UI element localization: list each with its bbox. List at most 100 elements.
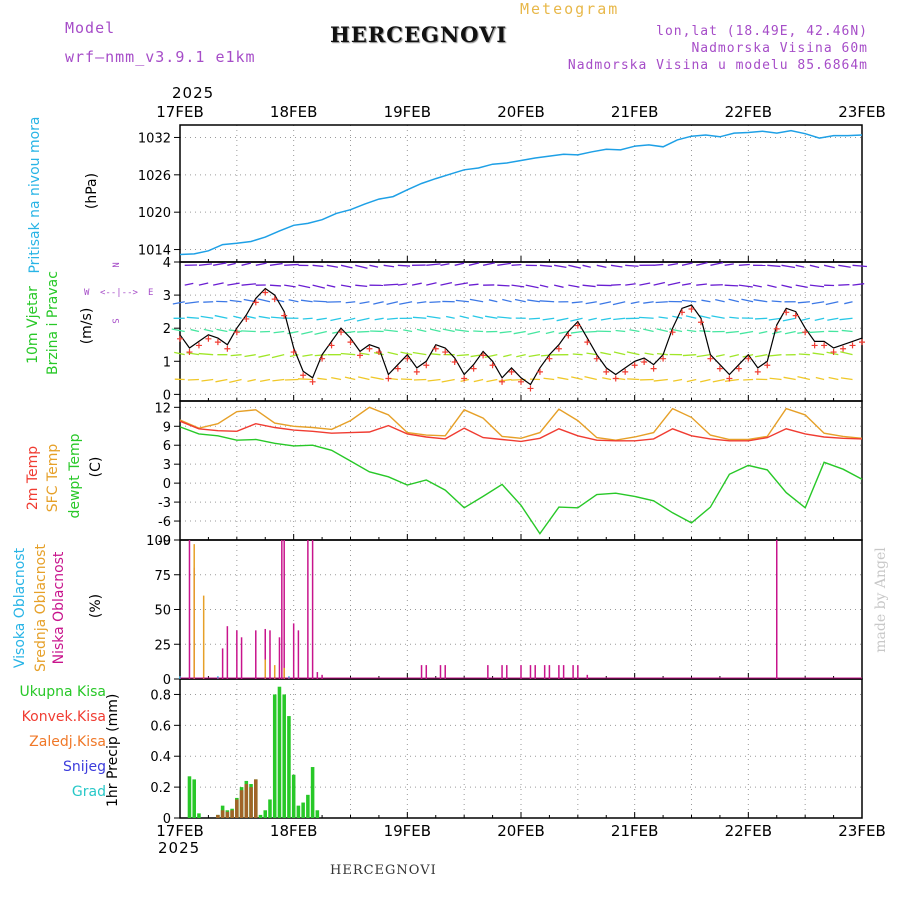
y-tick-label: 1032 — [138, 131, 171, 146]
wind-arrow — [488, 299, 498, 303]
x-tick-label-top: 22FEB — [725, 103, 772, 121]
y-tick-label: 25 — [154, 638, 171, 653]
wind-arrow — [568, 264, 581, 269]
wind-gust-marker — [470, 365, 477, 372]
wind-arrow — [198, 263, 213, 266]
wind-gust-marker — [622, 368, 629, 375]
wind-arrow — [284, 263, 299, 266]
wind-arrow — [643, 328, 654, 333]
wind-arrow — [497, 316, 512, 319]
wind-arrow — [852, 264, 867, 268]
year-top: 2025 — [172, 84, 215, 102]
wind-arrow — [801, 317, 811, 321]
y-tick-label: 2 — [163, 322, 171, 337]
wind-arrow — [400, 351, 413, 356]
panel-0: 1014 1020 1026 1032 — [138, 124, 863, 263]
wind-arrow — [473, 378, 484, 383]
wind-gust-marker — [233, 329, 240, 336]
x-tick-label-top: 19FEB — [384, 103, 431, 121]
wind-arrow — [230, 354, 242, 357]
footer-title: HERCEGNOVI — [330, 863, 437, 878]
y-tick-label: 3 — [163, 289, 171, 304]
wind-arrow — [767, 284, 777, 288]
wind-arrow — [314, 330, 327, 336]
wind-gust-marker — [669, 329, 676, 336]
wind-arrow — [667, 281, 681, 286]
wind-arrow — [638, 316, 654, 319]
wind-gust-marker — [735, 365, 742, 372]
wind-arrow — [201, 378, 214, 382]
wind-gust-marker — [489, 362, 496, 369]
wind-arrow — [825, 301, 839, 306]
wind-arrow — [227, 262, 236, 266]
wind-arrow — [852, 283, 865, 286]
wind-gust-marker — [641, 358, 648, 365]
wind-arrow — [725, 330, 739, 334]
wind-arrow — [753, 299, 768, 303]
wind-arrow — [627, 378, 640, 381]
wind-gust-marker — [195, 342, 202, 349]
y-tick-label: 1026 — [138, 169, 171, 184]
wind-arrow — [613, 351, 626, 356]
wind-gust-marker — [413, 368, 420, 375]
wind-arrow — [300, 299, 313, 303]
wind-arrow — [610, 264, 623, 268]
wind-arrow — [771, 300, 782, 303]
convective-rain-bar — [244, 784, 249, 818]
wind-arrow — [360, 352, 370, 356]
wind-arrow — [397, 264, 411, 267]
model-elevation-label: Nadmorska Visina u modelu 85.6864m — [567, 58, 868, 73]
wind-arrow — [373, 301, 384, 305]
temp-sfc-line — [179, 406, 863, 441]
x-tick-label-bottom: 23FEB — [838, 822, 885, 840]
wind-arrow — [397, 283, 408, 286]
wind-arrow — [738, 284, 753, 288]
wind-arrow — [583, 330, 597, 333]
y-tick-label: -9 — [158, 534, 171, 549]
wind-gust-marker — [546, 355, 553, 362]
wind-arrow — [600, 317, 612, 321]
wind-arrow — [472, 315, 484, 319]
wind-arrow — [369, 264, 379, 268]
wind-arrow — [455, 299, 469, 303]
wind-arrow — [585, 301, 597, 305]
wind-arrow — [724, 378, 739, 382]
wind-arrow — [271, 354, 285, 359]
wind-arrow — [186, 352, 200, 356]
wind-arrow — [781, 284, 792, 289]
wind-arrow — [511, 284, 525, 288]
wind-arrow — [743, 378, 754, 381]
wind-gust-marker — [830, 349, 837, 356]
wind-arrow — [557, 376, 569, 381]
wind-arrow — [772, 330, 782, 335]
wind-gust-marker — [593, 355, 600, 362]
wind-arrow — [503, 354, 512, 358]
wind-arrow — [840, 377, 853, 381]
wind-arrow — [172, 301, 185, 305]
wind-gust-marker — [811, 342, 818, 349]
wind-arrow — [700, 378, 711, 383]
wind-arrow — [227, 282, 240, 286]
wind-arrow — [838, 264, 851, 268]
wind-gust-marker — [783, 309, 790, 316]
wind-gust-marker — [309, 378, 316, 385]
y-tick-label: 50 — [154, 604, 171, 619]
wind-gust-marker — [366, 345, 373, 352]
wind-arrow — [203, 328, 214, 333]
wind-arrow — [613, 317, 626, 321]
wind-arrow — [570, 330, 583, 334]
wind-arrow — [814, 317, 825, 322]
wind-arrow — [797, 301, 810, 304]
wind-arrow — [313, 300, 327, 303]
wind-arrow — [527, 330, 541, 335]
wind-arrow — [416, 301, 427, 304]
wind-arrow — [795, 284, 808, 289]
wind-arrow — [784, 330, 796, 335]
wind-gust-marker — [697, 319, 704, 326]
wind-arrow — [696, 283, 707, 286]
wind-arrow — [755, 317, 768, 320]
wind-arrow — [359, 301, 370, 305]
pressure-line — [179, 129, 863, 256]
wind-gust-marker — [281, 312, 288, 319]
wind-arrow — [658, 316, 668, 319]
